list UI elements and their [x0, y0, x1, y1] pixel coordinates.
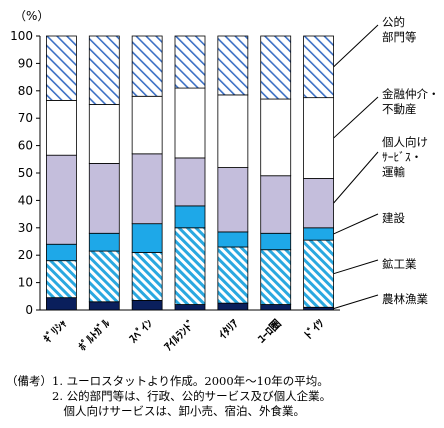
bar-segment-5 [260, 98, 292, 177]
y-tick-label: 40 [18, 193, 33, 207]
y-tick-label: 100 [10, 29, 33, 43]
x-tick-label: ｱｲﾙﾗﾝﾄﾞ [161, 316, 198, 353]
note-line-3: 個人向けサービスは、卸小売、宿泊、外食業。 [6, 404, 305, 418]
y-unit-label: （%） [14, 9, 49, 23]
bar-segment-6 [217, 35, 249, 96]
bar-segment-1 [46, 297, 77, 311]
bar-group-4 [217, 35, 249, 311]
bar-group-5 [260, 35, 292, 311]
bar-segment-4 [303, 178, 334, 229]
y-tick-label: 30 [18, 221, 33, 235]
bar-segment-4 [174, 157, 206, 207]
legend-leader-line [333, 259, 379, 275]
legend-leader-line [333, 213, 379, 235]
bar-segment-1 [88, 301, 120, 311]
y-tick-label: 80 [18, 84, 33, 98]
bar-segment-1 [303, 306, 334, 311]
legend-label: 鉱工業 [382, 257, 417, 271]
bar-segment-5 [217, 94, 249, 168]
x-tick-label: ﾕｰﾛ圏 [255, 317, 284, 346]
bars [46, 35, 334, 311]
bar-group-6 [303, 35, 334, 311]
y-tick-label: 10 [18, 276, 33, 290]
y-tick-label: 0 [25, 303, 33, 317]
legend-leader-line [333, 294, 379, 310]
legend-label: 公的 [382, 15, 405, 29]
x-tick-label: ｽﾍﾟｲﾝ [126, 316, 156, 346]
legend-label: 不動産 [382, 102, 417, 116]
bar-segment-5 [303, 97, 334, 179]
bar-segment-4 [46, 154, 77, 245]
bar-segment-4 [131, 153, 163, 225]
bar-segment-6 [46, 35, 77, 101]
bar-segment-2 [217, 246, 249, 304]
bar-segment-3 [174, 205, 206, 229]
bar-segment-4 [88, 163, 120, 234]
note-line-1: （備考）1. ユーロスタットより作成。2000年～10年の平均。 [6, 374, 329, 388]
y-tick-label: 90 [18, 56, 33, 70]
legend-label: ｻｰﾋﾞｽ・ [382, 150, 422, 164]
x-tick-label: ｲﾀﾘｱ [216, 317, 241, 342]
bar-segment-3 [88, 232, 120, 252]
bar-group-1 [88, 35, 120, 311]
stacked-bar-chart: （%） 0 10 20 30 40 50 60 70 80 90 100 ｷﾞﾘｼｬ ﾎﾟﾙﾄｶﾞﾙ ｽ… [10, 9, 440, 353]
legend-leader-line [333, 24, 379, 68]
bar-segment-3 [303, 227, 334, 241]
bar-group-2 [131, 35, 163, 311]
bar-segment-2 [174, 227, 206, 305]
bar-segment-3 [217, 231, 249, 248]
legend-label: 建設 [382, 211, 405, 225]
note-line-2: 2. 公的部門等は、行政、公的サービス及び個人企業。 [6, 389, 332, 403]
bar-segment-3 [260, 232, 292, 251]
bar-segment-2 [88, 250, 120, 303]
legend-label: 個人向け [382, 135, 428, 149]
bar-segment-3 [46, 243, 77, 262]
legend-label: 運輸 [382, 165, 405, 179]
bar-segment-1 [131, 300, 163, 311]
bar-segment-6 [303, 35, 334, 99]
legend-label: 農林漁業 [382, 292, 428, 306]
bar-segment-5 [174, 87, 206, 159]
bar-segment-6 [174, 35, 206, 89]
y-tick-label: 20 [18, 248, 33, 262]
y-tick-label: 60 [18, 139, 33, 153]
bar-segment-2 [46, 260, 77, 299]
bar-segment-5 [88, 104, 120, 164]
bar-segment-5 [131, 95, 163, 155]
bar-segment-4 [217, 167, 249, 233]
x-tick-label: ﾎﾟﾙﾄｶﾞﾙ [75, 316, 112, 353]
legend-label: 部門等 [382, 30, 417, 44]
legend-leader-line [333, 96, 379, 139]
y-tick-label: 70 [18, 111, 33, 125]
bar-segment-2 [303, 239, 334, 308]
bar-segment-5 [46, 99, 77, 156]
bar-segment-1 [217, 302, 249, 311]
bar-group-3 [174, 35, 206, 311]
bar-segment-2 [260, 249, 292, 305]
bar-segment-4 [260, 175, 292, 234]
legend-leader-line [333, 151, 379, 204]
bar-segment-2 [131, 252, 163, 301]
x-tick-label: ﾄﾞｲﾂ [301, 316, 327, 342]
bar-segment-1 [260, 304, 292, 311]
bar-segment-6 [260, 35, 292, 100]
bar-segment-3 [131, 223, 163, 253]
bar-segment-6 [131, 35, 163, 97]
y-tick-label: 50 [18, 166, 33, 180]
y-axis: 0 10 20 30 40 50 60 70 80 90 100 [10, 29, 340, 317]
bar-segment-1 [174, 304, 206, 311]
x-tick-label: ｷﾞﾘｼｬ [40, 316, 69, 345]
bar-segment-6 [88, 35, 120, 105]
legend-label: 金融仲介・ [382, 87, 440, 101]
bar-group-0 [46, 35, 77, 311]
x-axis-labels: ｷﾞﾘｼｬ ﾎﾟﾙﾄｶﾞﾙ ｽﾍﾟｲﾝ ｱｲﾙﾗﾝﾄﾞ ｲﾀﾘｱ ﾕｰﾛ圏 ﾄﾞｲﾂ [40, 316, 327, 353]
